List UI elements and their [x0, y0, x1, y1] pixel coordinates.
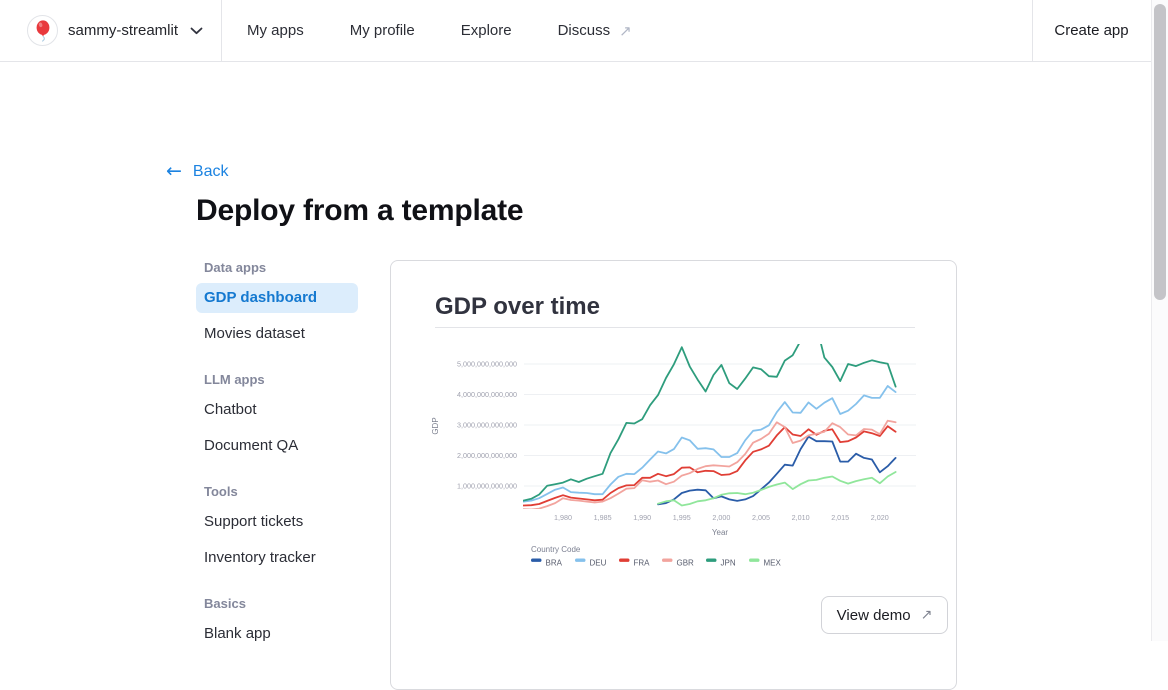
sidebar-section-header: Tools [204, 484, 238, 499]
chart-legend: Country Code BRA DEU FRA GBR JPN MEX [531, 545, 782, 568]
sidebar-item-inventory-tracker[interactable]: Inventory tracker [204, 549, 316, 566]
chevron-down-icon [190, 27, 203, 35]
nav-item-explore[interactable]: Explore [461, 22, 512, 39]
legend-swatch-FRA [619, 558, 630, 562]
sidebar-item-movies-dataset[interactable]: Movies dataset [204, 325, 305, 342]
scrollbar-thumb[interactable] [1154, 4, 1166, 300]
series-line-MEX [657, 471, 897, 507]
sidebar-section-data-apps: Data apps GDP dashboard Movies dataset [196, 260, 358, 349]
svg-text:1,985: 1,985 [594, 513, 612, 522]
series-line-FRA [523, 425, 897, 507]
legend-label-BRA: BRA [546, 559, 563, 568]
series-line-GBR [523, 419, 897, 509]
legend-label-DEU: DEU [590, 559, 607, 568]
y-axis-labels: 1,000,000,000,000 2,000,000,000,000 3,000,… [457, 360, 517, 491]
legend-swatch-BRA [531, 558, 542, 562]
svg-text:2,015: 2,015 [831, 513, 849, 522]
template-sidebar: Data apps GDP dashboard Movies dataset LLM … [196, 260, 358, 672]
nav-item-label: My apps [247, 22, 304, 39]
sidebar-item-blank-app[interactable]: Blank app [204, 625, 271, 642]
back-label: Back [192, 162, 229, 180]
y-axis-title: GDP [431, 417, 440, 434]
legend-swatch-MEX [749, 558, 760, 562]
nav-item-label: My profile [349, 22, 415, 39]
svg-text:1,990: 1,990 [633, 513, 651, 522]
svg-text:1,000,000,000,000: 1,000,000,000,000 [457, 482, 517, 491]
x-axis-labels: 1,980 1,985 1,990 1,995 2,000 2,005 2,010 2,015… [554, 513, 889, 522]
legend-swatch-GBR [662, 558, 673, 562]
svg-text:5,000,000,000,000: 5,000,000,000,000 [457, 360, 517, 369]
legend-label-JPN: JPN [721, 559, 736, 568]
nav-right: Create app [1032, 0, 1168, 61]
create-app-button[interactable]: Create app [1054, 22, 1129, 39]
svg-text:1,995: 1,995 [673, 513, 691, 522]
legend-label-MEX: MEX [764, 559, 782, 568]
sidebar-section-header: Data apps [204, 260, 267, 275]
nav-item-my-apps[interactable]: My apps [247, 22, 304, 39]
legend-swatch-JPN [706, 558, 717, 562]
series-line-DEU [523, 385, 897, 503]
template-preview-card: GDP over time 1,000,000,000,000 2,000,000… [390, 260, 957, 690]
chart-series [523, 344, 897, 509]
series-line-JPN [523, 344, 897, 502]
balloon-icon [36, 19, 49, 42]
sidebar-section-header: LLM apps [204, 372, 265, 387]
svg-text:2,000: 2,000 [712, 513, 730, 522]
preview-card-title: GDP over time [435, 293, 600, 320]
sidebar-item-chatbot[interactable]: Chatbot [204, 401, 257, 418]
nav-menu: My apps My profile Explore Discuss ↗ [222, 0, 632, 61]
view-demo-label: View demo [836, 606, 911, 624]
x-axis-title: Year [712, 528, 729, 537]
sidebar-section-basics: Basics Blank app [196, 596, 358, 649]
svg-text:1,980: 1,980 [554, 513, 572, 522]
svg-text:4,000,000,000,000: 4,000,000,000,000 [457, 390, 517, 399]
sidebar-section-tools: Tools Support tickets Inventory tracker [196, 484, 358, 573]
scrollbar-track[interactable] [1151, 0, 1168, 641]
legend-swatch-DEU [575, 558, 586, 562]
svg-text:2,000,000,000,000: 2,000,000,000,000 [457, 451, 517, 460]
nav-item-my-profile[interactable]: My profile [350, 22, 415, 39]
view-demo-button[interactable]: View demo ↗ [821, 596, 948, 634]
svg-text:3,000,000,000,000: 3,000,000,000,000 [457, 421, 517, 430]
sidebar-item-gdp-dashboard[interactable]: GDP dashboard [196, 283, 358, 313]
legend-title: Country Code [531, 545, 581, 554]
title-divider [435, 327, 915, 328]
legend-label-GBR: GBR [677, 559, 695, 568]
page-title: Deploy from a template [196, 194, 524, 227]
legend-label-FRA: FRA [634, 559, 651, 568]
gdp-line-chart: 1,000,000,000,000 2,000,000,000,000 3,000,… [431, 344, 916, 568]
sidebar-item-support-tickets[interactable]: Support tickets [204, 513, 304, 530]
svg-text:2,005: 2,005 [752, 513, 770, 522]
nav-item-label: Explore [460, 22, 512, 39]
top-nav: sammy-streamlit My apps My profile Explore… [0, 0, 1168, 62]
back-link[interactable]: ← Back [166, 162, 229, 181]
external-link-icon: ↗ [619, 21, 632, 40]
back-arrow-icon: ← [166, 160, 182, 182]
sidebar-section-llm-apps: LLM apps Chatbot Document QA [196, 372, 358, 461]
svg-text:2,020: 2,020 [871, 513, 889, 522]
svg-text:2,010: 2,010 [792, 513, 810, 522]
nav-item-label: Discuss [557, 22, 611, 39]
account-name: sammy-streamlit [68, 22, 179, 39]
chart-gridlines [524, 363, 916, 487]
nav-item-discuss[interactable]: Discuss ↗ [558, 22, 632, 40]
series-line-BRA [657, 435, 897, 506]
external-link-icon: ↗ [920, 607, 933, 623]
sidebar-section-header: Basics [204, 596, 246, 611]
sidebar-item-document-qa[interactable]: Document QA [204, 437, 299, 454]
avatar [27, 15, 58, 46]
account-menu[interactable]: sammy-streamlit [0, 0, 222, 61]
